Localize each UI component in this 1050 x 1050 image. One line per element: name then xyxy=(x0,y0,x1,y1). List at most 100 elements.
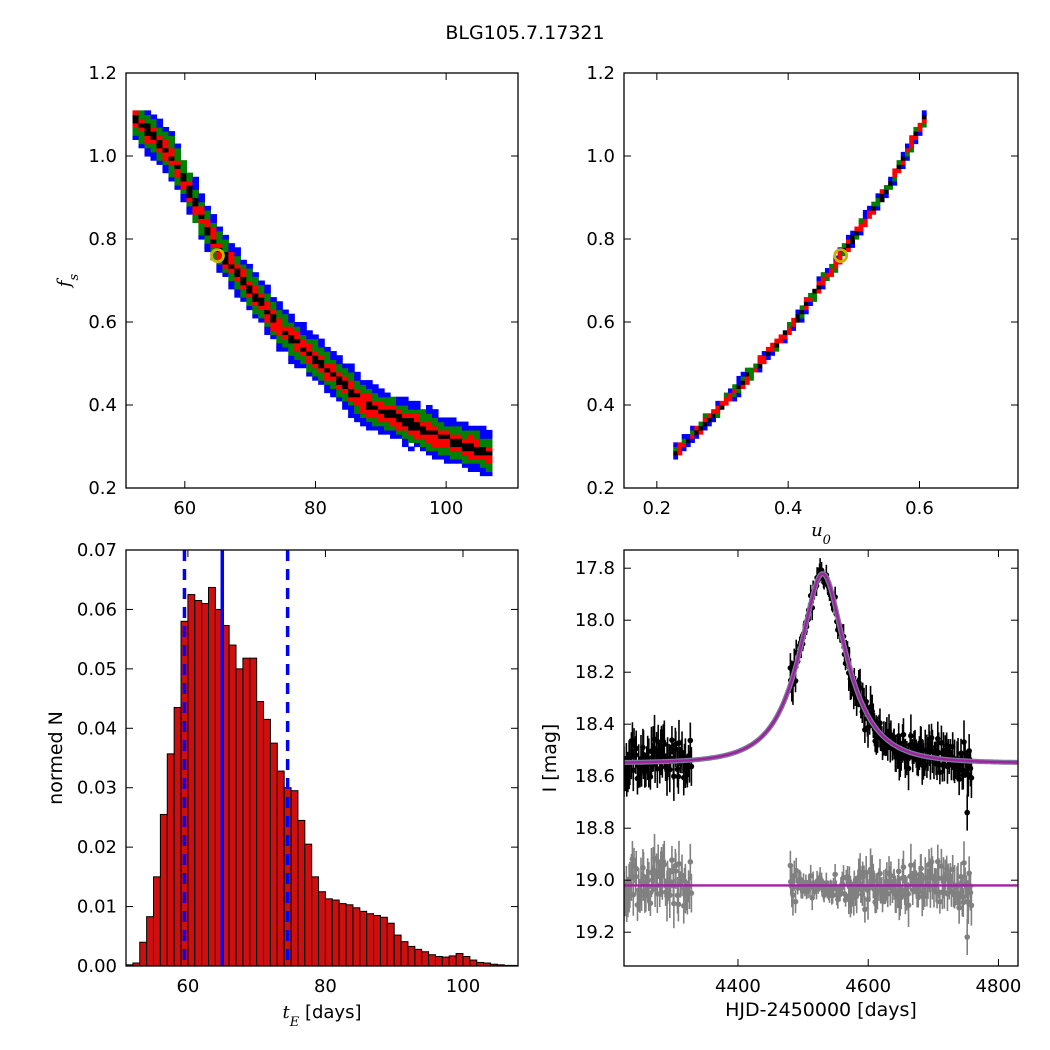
cell-best-region xyxy=(342,384,349,389)
cell-3-sigma xyxy=(204,247,211,253)
cell-1-sigma xyxy=(252,288,259,294)
cell-best-region xyxy=(414,421,421,427)
x-axis-label: HJD-2450000 [days] xyxy=(725,999,917,1021)
cell-1-sigma xyxy=(330,367,337,373)
cell-3-sigma xyxy=(342,363,349,369)
cell-1-sigma xyxy=(862,222,868,228)
cell-3-sigma xyxy=(336,355,343,360)
cell-2-sigma xyxy=(186,176,194,182)
cell-1-sigma xyxy=(425,421,433,427)
cell-1-sigma xyxy=(820,280,826,286)
cell-best-region xyxy=(896,164,902,170)
cell-1-sigma xyxy=(420,421,427,427)
cell-2-sigma xyxy=(390,425,397,431)
cell-3-sigma xyxy=(396,434,403,439)
cell-1-sigma xyxy=(228,259,235,265)
cell-2-sigma xyxy=(690,429,695,435)
y-tick-label: 1.0 xyxy=(88,146,117,167)
cell-3-sigma xyxy=(294,359,301,365)
histogram-bar xyxy=(400,941,409,966)
cell-1-sigma xyxy=(378,400,385,406)
cell-best-region xyxy=(744,371,750,377)
data-point xyxy=(959,767,966,774)
cell-best-region xyxy=(473,446,481,452)
cell-1-sigma xyxy=(723,400,729,406)
residual-point xyxy=(895,868,902,875)
cell-1-sigma xyxy=(455,434,463,439)
cell-1-sigma xyxy=(867,214,872,219)
cell-2-sigma xyxy=(833,268,839,273)
cell-2-sigma xyxy=(324,355,331,360)
cell-2-sigma xyxy=(156,131,164,136)
cell-3-sigma xyxy=(318,342,325,348)
cell-2-sigma xyxy=(216,230,223,236)
cell-2-sigma xyxy=(829,263,834,269)
cell-3-sigma xyxy=(479,429,487,435)
cell-1-sigma xyxy=(909,135,915,140)
cell-3-sigma xyxy=(210,218,217,223)
cell-1-sigma xyxy=(698,429,704,435)
cell-1-sigma xyxy=(300,338,307,344)
cell-2-sigma xyxy=(330,359,337,365)
data-point xyxy=(666,766,673,773)
cell-2-sigma xyxy=(449,450,457,456)
cell-2-sigma xyxy=(437,450,445,456)
cell-2-sigma xyxy=(246,297,253,302)
cell-1-sigma xyxy=(324,371,331,377)
data-point xyxy=(964,809,971,816)
cell-2-sigma xyxy=(174,180,182,186)
x-tick-label: 60 xyxy=(173,498,196,519)
cell-2-sigma xyxy=(425,413,433,419)
cell-2-sigma xyxy=(702,413,708,419)
cell-2-sigma xyxy=(408,409,415,414)
cell-2-sigma xyxy=(144,143,152,149)
data-point xyxy=(956,776,962,782)
cell-3-sigma xyxy=(673,442,679,448)
cell-2-sigma xyxy=(144,118,152,124)
cell-1-sigma xyxy=(354,396,361,402)
cell-best-region xyxy=(378,409,385,414)
cell-3-sigma xyxy=(288,355,295,360)
cell-3-sigma xyxy=(276,342,283,348)
cell-2-sigma xyxy=(408,434,415,439)
cell-3-sigma xyxy=(258,317,265,323)
cell-3-sigma xyxy=(900,151,906,157)
cell-3-sigma xyxy=(736,380,742,385)
cell-1-sigma xyxy=(467,434,475,439)
residual-point xyxy=(675,901,682,908)
cell-best-region xyxy=(774,342,780,348)
cell-1-sigma xyxy=(479,454,487,460)
cell-1-sigma xyxy=(473,454,481,460)
cell-1-sigma xyxy=(204,218,211,223)
cell-2-sigma xyxy=(449,454,457,460)
cell-best-region xyxy=(144,126,152,132)
cell-best-region xyxy=(270,313,277,319)
cell-1-sigma xyxy=(833,263,839,269)
cell-best-region xyxy=(252,292,259,298)
cell-2-sigma xyxy=(749,375,754,381)
cell-3-sigma xyxy=(396,396,403,402)
cell-1-sigma xyxy=(437,442,445,448)
histogram-bar xyxy=(434,955,443,966)
cell-1-sigma xyxy=(896,168,902,174)
cell-3-sigma xyxy=(276,346,283,352)
cell-2-sigma xyxy=(180,164,188,170)
y-tick-label: 19.0 xyxy=(575,870,615,891)
cell-1-sigma xyxy=(837,251,843,257)
cell-2-sigma xyxy=(820,272,826,277)
cell-3-sigma xyxy=(210,214,217,219)
cell-2-sigma xyxy=(138,114,146,120)
cell-1-sigma xyxy=(443,429,451,435)
cell-best-region xyxy=(252,297,259,302)
data-point xyxy=(918,738,924,745)
cell-2-sigma xyxy=(240,263,247,269)
cell-3-sigma xyxy=(168,176,176,182)
cell-2-sigma xyxy=(360,413,367,419)
cell-3-sigma xyxy=(396,400,403,406)
cell-2-sigma xyxy=(198,201,205,207)
cell-best-region xyxy=(210,239,217,244)
cell-2-sigma xyxy=(282,322,289,327)
lightcurve-layer xyxy=(624,558,1018,956)
cell-2-sigma xyxy=(384,400,391,406)
cell-2-sigma xyxy=(812,292,818,298)
